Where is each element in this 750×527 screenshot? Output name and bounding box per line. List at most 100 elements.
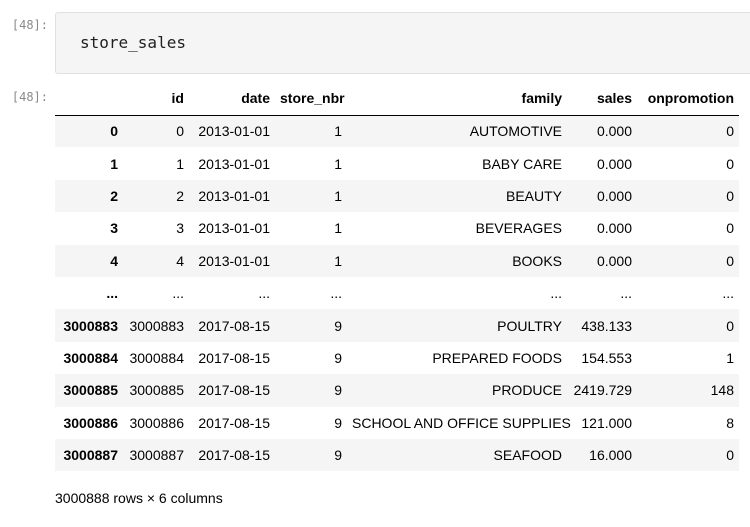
row-index: 3000887 [63, 447, 118, 464]
cell-onpromotion: 1 [726, 349, 734, 366]
output-prompt: [48]: [11, 90, 48, 104]
dataframe-summary: 3000888 rows × 6 columns [55, 490, 223, 506]
cell-output: id date store_nbr family sales onpromoti… [55, 82, 739, 472]
cell-id: 4 [176, 252, 184, 269]
cell-date: 2017-08-15 [198, 317, 270, 334]
cell-date: 2013-01-01 [198, 155, 270, 172]
cell-id: 3 [176, 220, 184, 237]
column-header-date: date [189, 82, 275, 116]
row-index: 3000883 [63, 317, 118, 334]
table-row: 3000885 3000885 2017-08-15 9 PRODUCE 2419.729… [55, 374, 739, 407]
table-row: 0 0 2013-01-01 1 AUTOMOTIVE 0.000 0 [55, 115, 739, 148]
table-row: 1 1 2013-01-01 1 BABY CARE 0.000 0 [55, 147, 739, 179]
table-row: 3000883 3000883 2017-08-15 9 POULTRY 438.133 0 [55, 309, 739, 342]
column-header-family: family [347, 82, 567, 116]
cell-store-nbr: 1 [334, 252, 342, 269]
table-row: ..................... [55, 277, 739, 309]
cell-sales: 121.000 [581, 414, 632, 431]
cell-id: 3000886 [129, 414, 184, 431]
cell-family: SEAFOOD [493, 447, 562, 464]
column-header-sales: sales [567, 82, 637, 116]
cell-id: 3000885 [129, 382, 184, 399]
row-index: 3000884 [63, 349, 118, 366]
cell-store-nbr: 1 [334, 187, 342, 204]
cell-id: 3000883 [129, 317, 184, 334]
cell-family: SCHOOL AND OFFICE SUPPLIES [352, 414, 571, 431]
cell-onpromotion: 0 [726, 187, 734, 204]
cell-date: 2013-01-01 [198, 123, 270, 140]
cell-family: POULTRY [497, 317, 562, 334]
cell-date: 2013-01-01 [198, 187, 270, 204]
cell-store-nbr: 9 [334, 349, 342, 366]
cell-id: 1 [176, 155, 184, 172]
row-index: 4 [110, 252, 118, 269]
row-index: ... [106, 285, 118, 302]
table-row: 4 4 2013-01-01 1 BOOKS 0.000 0 [55, 244, 739, 277]
column-header-onpromotion: onpromotion [637, 82, 739, 116]
cell-date: 2013-01-01 [198, 220, 270, 237]
cell-family: BABY CARE [482, 155, 562, 172]
cell-onpromotion: 8 [726, 414, 734, 431]
header-row: id date store_nbr family sales onpromoti… [55, 82, 739, 116]
row-index: 0 [110, 123, 118, 140]
table-row: 2 2 2013-01-01 1 BEAUTY 0.000 0 [55, 179, 739, 213]
index-header [55, 82, 123, 116]
cell-id: 0 [176, 123, 184, 140]
cell-family: BEVERAGES [475, 220, 562, 237]
cell-sales: 16.000 [589, 447, 632, 464]
cell-onpromotion: 148 [710, 382, 734, 399]
cell-date: 2017-08-15 [198, 382, 270, 399]
cell-id: 2 [176, 187, 184, 204]
cell-sales: 438.133 [581, 317, 632, 334]
row-index: 3 [110, 220, 118, 237]
cell-store-nbr: 9 [334, 317, 342, 334]
cell-id: 3000884 [129, 349, 184, 366]
cell-store-nbr: 9 [334, 414, 342, 431]
cell-onpromotion: 0 [726, 447, 734, 464]
cell-date: ... [258, 285, 270, 302]
cell-family: AUTOMOTIVE [469, 123, 562, 140]
cell-sales: 0.000 [596, 252, 632, 269]
column-header-store-nbr: store_nbr [275, 82, 347, 116]
cell-store-nbr: ... [330, 285, 342, 302]
row-index: 3000885 [63, 382, 118, 399]
cell-onpromotion: 0 [726, 155, 734, 172]
row-index: 1 [110, 155, 118, 172]
cell-sales: 0.000 [596, 123, 632, 140]
cell-onpromotion: 0 [726, 220, 734, 237]
cell-store-nbr: 1 [334, 220, 342, 237]
cell-sales: 154.553 [581, 349, 632, 366]
cell-sales: 0.000 [596, 155, 632, 172]
cell-onpromotion: 0 [726, 123, 734, 140]
table-row: 3000884 3000884 2017-08-15 9 PREPARED FOODS 1… [55, 342, 739, 374]
cell-sales: 0.000 [596, 187, 632, 204]
cell-family: BOOKS [512, 252, 562, 269]
cell-store-nbr: 9 [334, 447, 342, 464]
cell-date: 2017-08-15 [198, 414, 270, 431]
cell-sales: 0.000 [596, 220, 632, 237]
cell-family: BEAUTY [505, 187, 562, 204]
column-header-id: id [123, 82, 189, 116]
cell-family: PRODUCE [491, 382, 562, 399]
cell-onpromotion: 0 [726, 252, 734, 269]
code-text[interactable]: store_sales [80, 33, 186, 52]
cell-id: 3000887 [129, 447, 184, 464]
cell-date: 2013-01-01 [198, 252, 270, 269]
cell-onpromotion: ... [722, 285, 734, 302]
cell-id: ... [172, 285, 184, 302]
cell-store-nbr: 9 [334, 382, 342, 399]
table-row: 3 3 2013-01-01 1 BEVERAGES 0.000 0 [55, 212, 739, 244]
cell-sales: ... [620, 285, 632, 302]
cell-family: PREPARED FOODS [432, 349, 562, 366]
code-cell-input[interactable]: store_sales [55, 12, 750, 74]
cell-family: ... [550, 285, 562, 302]
table-row: 3000886 3000886 2017-08-15 9 SCHOOL AND OFFI… [55, 407, 739, 439]
cell-store-nbr: 1 [334, 123, 342, 140]
cell-onpromotion: 0 [726, 317, 734, 334]
cell-date: 2017-08-15 [198, 349, 270, 366]
table-row: 3000887 3000887 2017-08-15 9 SEAFOOD 16.000 0 [55, 438, 739, 472]
row-index: 2 [110, 187, 118, 204]
input-prompt: [48]: [11, 18, 48, 32]
dataframe-table: id date store_nbr family sales onpromoti… [55, 82, 739, 472]
cell-sales: 2419.729 [573, 382, 632, 399]
